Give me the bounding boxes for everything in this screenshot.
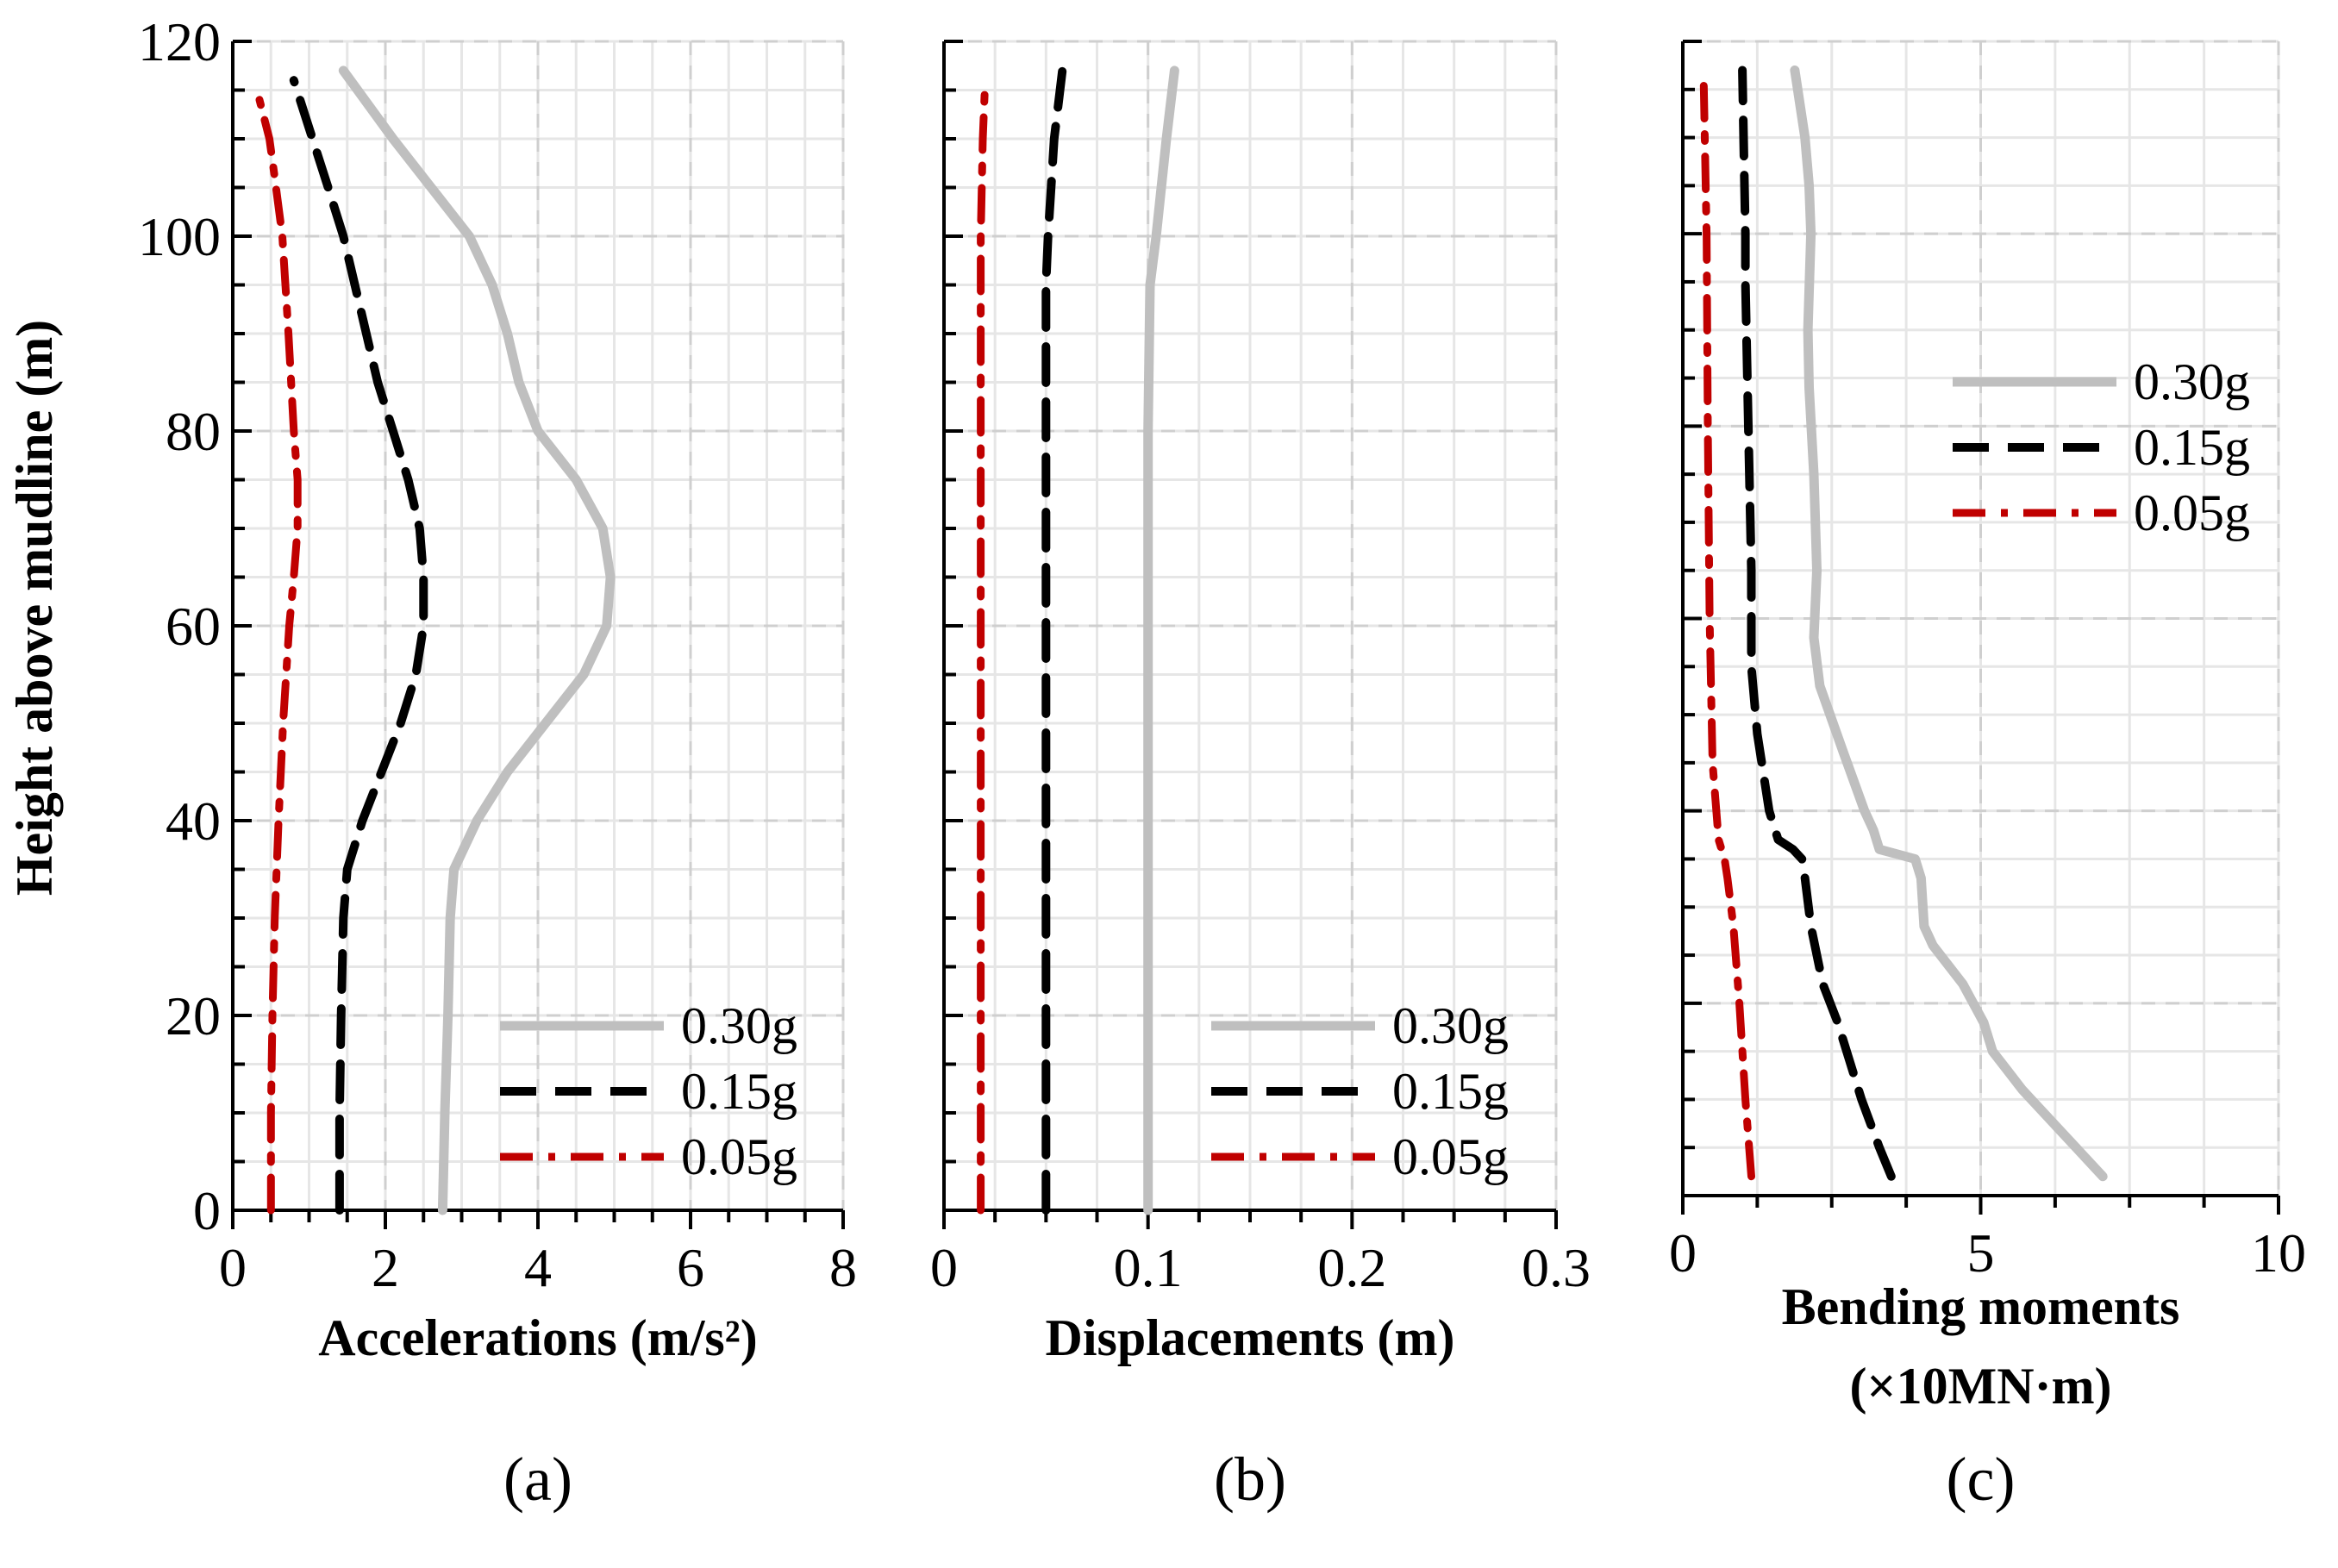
legend-label: 0.15g bbox=[1392, 1063, 1509, 1120]
panel-label: (c) bbox=[1947, 1445, 2016, 1514]
series-line-0-30g bbox=[1790, 66, 2108, 1182]
series-line-0-30g bbox=[1143, 66, 1179, 1215]
legend-label: 0.30g bbox=[2134, 353, 2250, 410]
legend-label: 0.05g bbox=[2134, 484, 2250, 541]
x-tick-label: 5 bbox=[1967, 1222, 1995, 1284]
series-line-0-05g bbox=[1699, 76, 1755, 1181]
x-tick-label: 0.1 bbox=[1114, 1237, 1183, 1298]
x-tick-label: 0 bbox=[219, 1237, 247, 1298]
series-line-0-15g bbox=[1738, 66, 1896, 1181]
legend-label: 0.05g bbox=[1392, 1128, 1509, 1185]
x-axis-label: Bending moments bbox=[1782, 1278, 2180, 1335]
x-tick-label: 0 bbox=[930, 1237, 958, 1298]
x-tick-label: 0.3 bbox=[1522, 1237, 1591, 1298]
y-tick-label: 0 bbox=[193, 1180, 221, 1241]
legend-label: 0.30g bbox=[681, 997, 797, 1054]
x-tick-label: 6 bbox=[677, 1237, 704, 1298]
series-line-0-15g bbox=[1041, 66, 1067, 1215]
y-tick-label: 120 bbox=[138, 11, 221, 72]
y-tick-label: 20 bbox=[166, 985, 221, 1046]
legend-label: 0.15g bbox=[681, 1063, 797, 1120]
legend-label: 0.30g bbox=[1392, 997, 1509, 1054]
y-tick-label: 100 bbox=[138, 206, 221, 267]
panel-b: 0 0.1 0.2 0.3 0.30g 0.15g 0.05g Displacements (… bbox=[930, 40, 1591, 1514]
legend-label: 0.15g bbox=[2134, 419, 2250, 476]
series-line-0-30g bbox=[338, 66, 616, 1215]
y-tick-label: 80 bbox=[166, 401, 221, 462]
series-line-0-15g bbox=[289, 76, 428, 1215]
legend-label: 0.05g bbox=[681, 1128, 797, 1185]
x-tick-label: 4 bbox=[524, 1237, 552, 1298]
x-tick-label: 2 bbox=[372, 1237, 399, 1298]
x-axis-label-line2: (×10MN·m) bbox=[1849, 1358, 2111, 1415]
panel-a: 0 2 4 6 80204060801001200.30g0.15g0.05gAccel… bbox=[138, 11, 857, 1514]
x-tick-label: 0 bbox=[1669, 1222, 1697, 1284]
x-tick-label: 0.2 bbox=[1317, 1237, 1386, 1298]
panel-label: (b) bbox=[1214, 1445, 1286, 1514]
series-line-0-05g bbox=[255, 96, 302, 1215]
y-tick-label: 60 bbox=[166, 596, 221, 657]
x-axis-label: Displacements (m) bbox=[1046, 1309, 1455, 1366]
x-tick-label: 10 bbox=[2251, 1222, 2306, 1284]
y-tick-label: 40 bbox=[166, 790, 221, 852]
x-tick-label: 8 bbox=[829, 1237, 857, 1298]
panel-c: 0 5 10 0.30g 0.15g 0.05g Bending moments (×10MN… bbox=[1669, 40, 2306, 1514]
series-line-0-05g bbox=[977, 86, 989, 1215]
x-axis-label: Accelerations (m/s²) bbox=[318, 1309, 757, 1366]
y-axis-label: Height above mudline (m) bbox=[6, 320, 63, 896]
panel-label: (a) bbox=[503, 1445, 572, 1514]
